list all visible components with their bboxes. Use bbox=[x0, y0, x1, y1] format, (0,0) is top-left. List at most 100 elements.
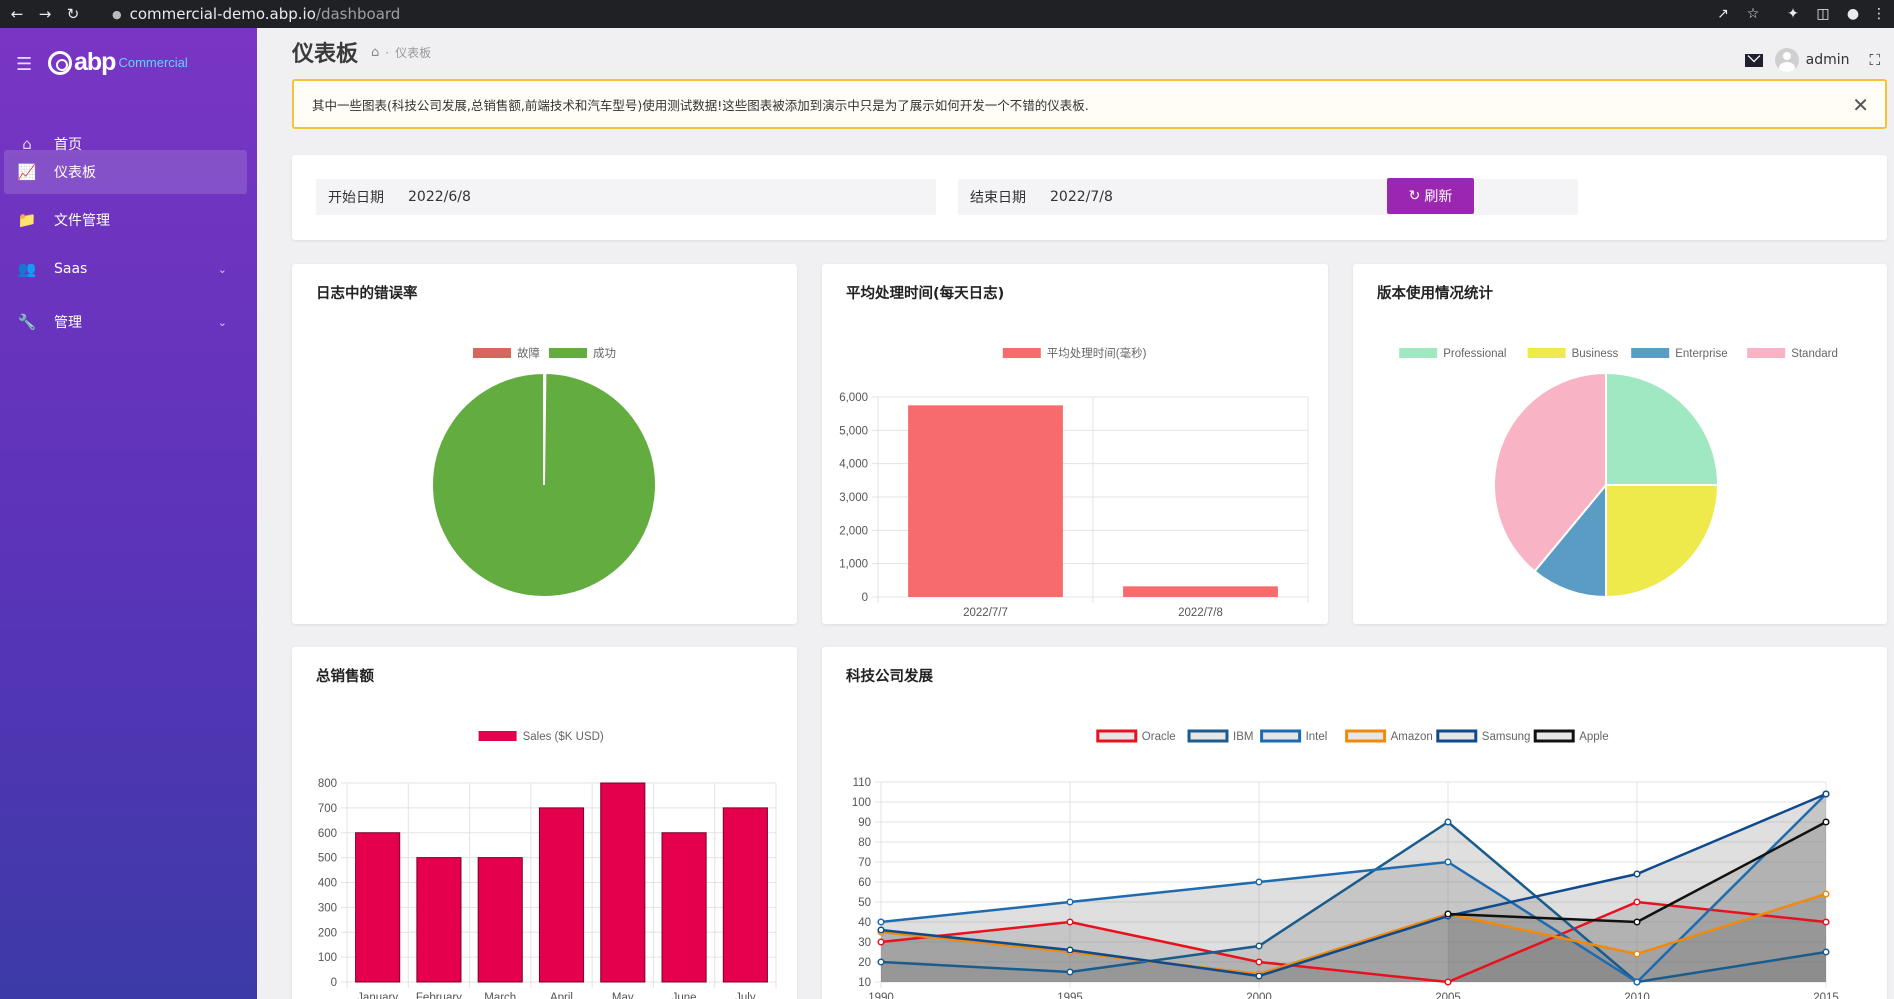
edition-usage-card: 版本使用情况统计 Professional Business Enterprise S… bbox=[1353, 264, 1887, 624]
logo-subtext: Commercial bbox=[118, 55, 188, 70]
logo-text: abp bbox=[74, 48, 116, 76]
x-tick-label: May bbox=[612, 992, 634, 999]
breadcrumb-separator: · bbox=[385, 45, 390, 60]
legend-label: 平均处理时间(毫秒) bbox=[1047, 346, 1147, 360]
reload-icon[interactable]: ↻ bbox=[66, 5, 80, 23]
end-date-field[interactable]: 结束日期 2022/7/8 bbox=[958, 179, 1578, 215]
data-point bbox=[1633, 950, 1641, 958]
bar bbox=[538, 807, 585, 983]
refresh-label: 刷新 bbox=[1424, 189, 1453, 205]
refresh-button[interactable]: ↻ 刷新 bbox=[1387, 178, 1474, 214]
tech-companies-chart: Oracle IBM Intel Amazon Samsung Apple 10 20 30 40… bbox=[852, 729, 1839, 999]
bookmark-star-icon[interactable]: ☆ bbox=[1746, 6, 1760, 22]
bar bbox=[600, 782, 646, 983]
y-tick-label: 0 bbox=[862, 592, 868, 604]
series-area bbox=[881, 794, 1826, 982]
main-content: 仪表板 ⌂ · 仪表板 admin ⛶ 其中一些图表(科技公司发展,总销售额,前… bbox=[257, 28, 1894, 999]
data-point bbox=[1255, 878, 1263, 886]
bar bbox=[416, 857, 462, 983]
series-area bbox=[881, 794, 1826, 982]
pie-slice bbox=[1605, 484, 1720, 599]
x-tick-label: 1990 bbox=[868, 992, 894, 999]
x-tick-label: 2015 bbox=[1813, 992, 1839, 999]
menu-dots-icon[interactable]: ⋮ bbox=[1872, 6, 1886, 22]
series-line bbox=[880, 792, 1827, 978]
y-tick-label: 800 bbox=[318, 778, 337, 790]
series-line bbox=[880, 820, 1827, 984]
pie-slice bbox=[1605, 371, 1720, 486]
data-point bbox=[1066, 968, 1074, 976]
address-bar[interactable]: ● commercial-demo.abp.io/dashboard bbox=[100, 3, 1760, 25]
data-point bbox=[1633, 898, 1641, 906]
page-title: 仪表板 bbox=[292, 42, 359, 67]
lock-icon: ● bbox=[112, 7, 122, 21]
sidebar-item-file-management[interactable]: 📁 文件管理 bbox=[4, 198, 247, 242]
bar bbox=[908, 405, 1063, 597]
legend-label: 故障 bbox=[517, 346, 540, 360]
y-tick-label: 6,000 bbox=[839, 392, 868, 404]
card-title: 日志中的错误率 bbox=[316, 286, 418, 302]
sidebar-item-label: 文件管理 bbox=[54, 213, 110, 229]
legend-label: Enterprise bbox=[1675, 348, 1727, 360]
data-point bbox=[877, 958, 885, 966]
legend-label: Amazon bbox=[1391, 731, 1433, 743]
sidebar: ☰ abp Commercial ⌂ 首页 📈 仪表板 📁 文件管理 👥 Saa… bbox=[0, 28, 257, 999]
legend-swatch bbox=[473, 348, 511, 358]
sidebar-item-administration[interactable]: 🔧 管理 ⌄ bbox=[4, 300, 247, 344]
bar bbox=[477, 857, 523, 983]
y-tick-label: 20 bbox=[858, 957, 871, 969]
avg-time-chart: 平均处理时间(毫秒) 0 1,000 2,000 3,000 4,000 5,000 6,00… bbox=[839, 346, 1309, 619]
chevron-down-icon: ⌄ bbox=[217, 262, 227, 276]
start-date-field[interactable]: 开始日期 2022/6/8 bbox=[316, 179, 936, 215]
total-sales-chart: Sales ($K USD) 0 100 200 300 400 500 600 700 800 J… bbox=[318, 731, 777, 999]
series-area bbox=[881, 894, 1826, 982]
legend-label: Professional bbox=[1443, 348, 1506, 360]
y-tick-label: 700 bbox=[318, 803, 337, 815]
sidebar-item-dashboard[interactable]: 📈 仪表板 bbox=[4, 150, 247, 194]
sidebar-item-saas[interactable]: 👥 Saas ⌄ bbox=[4, 247, 247, 291]
user-toolbar: admin ⛶ bbox=[1744, 48, 1880, 72]
legend-swatch bbox=[478, 731, 517, 741]
x-tick-label: 2005 bbox=[1435, 992, 1461, 999]
data-point bbox=[1633, 870, 1641, 878]
folder-icon: 📁 bbox=[17, 211, 37, 229]
extensions-icon[interactable]: ✦ bbox=[1787, 6, 1799, 22]
x-tick-label: 2010 bbox=[1624, 992, 1650, 999]
fullscreen-icon[interactable]: ⛶ bbox=[1869, 51, 1880, 69]
x-tick-label: February bbox=[416, 992, 462, 999]
data-point bbox=[1822, 790, 1830, 798]
card-title: 总销售额 bbox=[316, 669, 374, 685]
home-icon: ⌂ bbox=[22, 135, 32, 153]
x-tick-label: January bbox=[357, 992, 398, 999]
legend-swatch bbox=[1631, 348, 1670, 358]
edition-usage-chart: Professional Business Enterprise Standard bbox=[1399, 348, 1838, 599]
username[interactable]: admin bbox=[1805, 52, 1850, 68]
share-icon[interactable]: ↗ bbox=[1717, 6, 1729, 22]
hamburger-icon[interactable]: ☰ bbox=[16, 54, 33, 75]
back-icon[interactable]: ← bbox=[10, 5, 24, 23]
sidepanel-icon[interactable]: ◫ bbox=[1816, 6, 1830, 22]
close-icon[interactable]: ✕ bbox=[1852, 93, 1869, 117]
data-point bbox=[1444, 978, 1452, 986]
profile-icon[interactable]: ● bbox=[1846, 6, 1860, 22]
home-icon[interactable]: ⌂ bbox=[371, 45, 380, 60]
start-date-value[interactable]: 2022/6/8 bbox=[408, 189, 471, 205]
legend-label: Oracle bbox=[1142, 731, 1176, 743]
y-tick-label: 300 bbox=[318, 902, 337, 914]
sidebar-item-home[interactable]: ⌂ 首页 bbox=[4, 122, 247, 166]
avatar[interactable] bbox=[1774, 48, 1799, 72]
data-point bbox=[1633, 978, 1641, 986]
data-point bbox=[877, 938, 885, 946]
logo[interactable]: abp Commercial bbox=[48, 48, 188, 77]
mail-icon[interactable] bbox=[1744, 53, 1763, 67]
legend-swatch bbox=[1187, 729, 1229, 743]
end-date-value[interactable]: 2022/7/8 bbox=[1050, 189, 1113, 205]
legend-label: Intel bbox=[1306, 731, 1328, 743]
series-line bbox=[880, 892, 1827, 976]
series-line bbox=[880, 793, 1827, 984]
forward-icon[interactable]: → bbox=[38, 5, 52, 23]
legend-swatch bbox=[549, 348, 587, 358]
start-date-label: 开始日期 bbox=[328, 190, 384, 206]
data-point bbox=[877, 926, 885, 934]
legend-swatch bbox=[1002, 348, 1041, 358]
